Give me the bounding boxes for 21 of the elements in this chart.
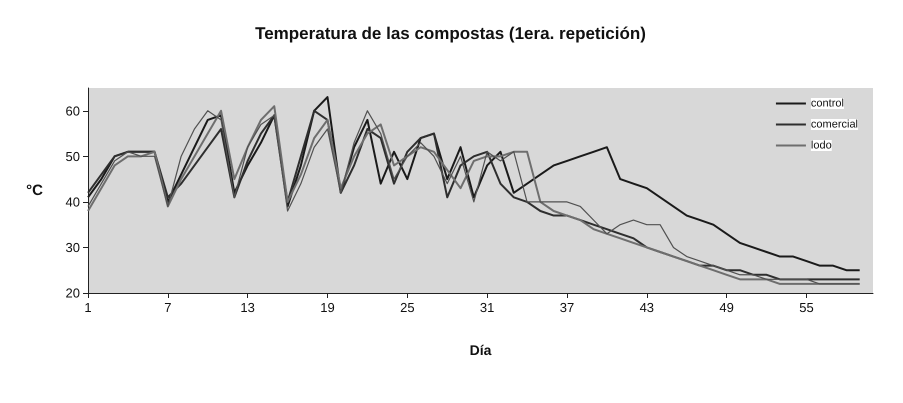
- x-tick-label: 13: [240, 300, 255, 315]
- y-tick-label: 40: [66, 194, 80, 210]
- y-tick-label: 20: [66, 286, 80, 300]
- x-tick-label: 31: [480, 300, 494, 315]
- x-axis-title: Día: [470, 342, 492, 358]
- x-tick-label: 19: [320, 300, 335, 315]
- x-tick-label: 25: [400, 300, 415, 315]
- x-tick-label: 37: [560, 300, 574, 315]
- legend-label: comercial: [810, 118, 858, 130]
- x-tick-label: 55: [799, 300, 814, 315]
- x-tick-label: 49: [719, 300, 734, 315]
- legend-label: lodo: [810, 140, 832, 152]
- y-axis-title: °C: [26, 182, 44, 199]
- chart-title: Temperatura de las compostas (1era. repetición): [255, 24, 646, 43]
- y-tick-label: 30: [66, 240, 80, 255]
- y-tick-label: 60: [66, 103, 80, 118]
- y-tick-label: 50: [66, 148, 80, 164]
- legend-label: control: [810, 98, 844, 110]
- x-tick-label: 43: [640, 300, 654, 315]
- x-tick-label: 7: [164, 300, 172, 315]
- x-tick-label: 1: [84, 300, 92, 315]
